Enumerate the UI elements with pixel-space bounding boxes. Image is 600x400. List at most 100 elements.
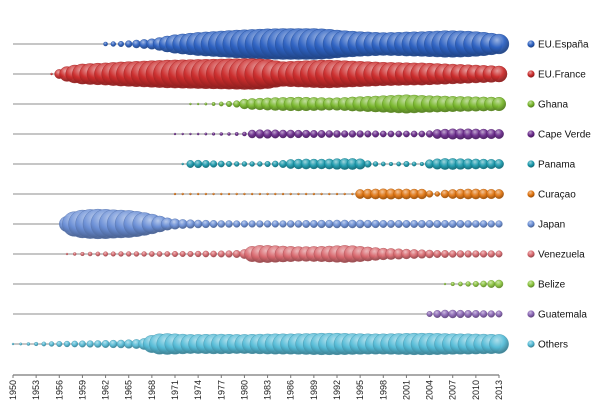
bubble: [264, 161, 271, 167]
bubble: [441, 220, 449, 228]
legend-label: EU.España: [538, 40, 589, 51]
legend-label: Ghana: [538, 100, 568, 111]
x-axis: 1950 1953 1956 1959 1962 1965 1968 1971 1974 1977…: [8, 374, 504, 400]
bubble: [248, 220, 256, 228]
series-9: [443, 279, 504, 289]
bubble: [204, 102, 208, 106]
bubble: [235, 192, 238, 196]
bubble: [441, 250, 449, 258]
bubble: [217, 250, 225, 258]
bubble: [101, 340, 110, 348]
bubble: [243, 192, 246, 196]
bubble: [149, 251, 155, 257]
bubble: [419, 161, 424, 167]
legend-marker: [527, 160, 535, 168]
bubble: [189, 132, 192, 136]
bubble: [425, 220, 434, 228]
x-tick-label: 1986: [286, 380, 296, 400]
bubble: [186, 160, 195, 168]
bubble: [217, 160, 225, 168]
bubble: [380, 161, 386, 167]
bubble: [218, 101, 224, 107]
bubble: [356, 130, 364, 138]
bubble: [294, 129, 303, 139]
bubble: [34, 341, 39, 347]
bubble: [364, 160, 372, 168]
series-1: [103, 28, 510, 60]
bubble: [189, 192, 192, 196]
legend-marker: [527, 310, 535, 318]
legend-label: Belize: [538, 280, 566, 291]
legend-label: Curaçao: [538, 190, 576, 201]
x-tick-label: 2007: [448, 380, 458, 400]
bubble: [72, 252, 77, 256]
bubble: [225, 220, 233, 228]
bubble: [302, 220, 311, 228]
bubble: [209, 160, 218, 168]
bubble: [379, 220, 388, 228]
bubble: [387, 130, 395, 138]
bubble: [487, 280, 496, 288]
bubble: [103, 251, 109, 257]
x-tick-label: 1971: [170, 380, 180, 400]
bubble: [433, 220, 442, 228]
bubble: [371, 219, 380, 229]
bubble: [479, 250, 488, 258]
bubble: [489, 334, 509, 354]
bubble: [201, 219, 210, 229]
bubble: [450, 281, 455, 287]
bubble: [309, 220, 318, 228]
bubble: [185, 219, 195, 229]
bubble: [332, 219, 342, 229]
bubble: [220, 192, 223, 196]
bubble: [187, 251, 194, 257]
bubble: [495, 310, 503, 318]
bubble: [286, 129, 295, 139]
bubble: [209, 220, 218, 228]
bubble: [110, 41, 116, 47]
bubble: [372, 130, 380, 138]
legend-marker: [527, 100, 535, 108]
bubble: [456, 250, 465, 258]
series-6: [173, 188, 504, 200]
bubble: [279, 220, 287, 228]
bubble: [202, 250, 210, 258]
bubble: [11, 342, 15, 346]
bubble: [289, 192, 292, 196]
bubble: [194, 250, 202, 258]
bubble: [56, 341, 63, 347]
legend-marker: [527, 70, 535, 78]
bubble: [297, 192, 300, 196]
bubble: [355, 219, 365, 229]
series-10: [426, 309, 503, 319]
x-tick-label: 2010: [471, 380, 481, 400]
bubble: [396, 161, 402, 167]
bubble: [194, 159, 203, 169]
bubble: [87, 251, 93, 257]
bubble: [189, 102, 192, 106]
bubble: [487, 220, 495, 228]
bubble: [78, 340, 86, 348]
x-tick-label: 1965: [124, 380, 134, 400]
x-tick-label: 1998: [378, 380, 388, 400]
bubble: [410, 130, 418, 138]
bubble: [340, 219, 349, 229]
bubbles-layer: [11, 28, 510, 356]
bubble: [196, 192, 200, 196]
bubble: [80, 251, 85, 257]
bubble: [255, 129, 265, 139]
bubble: [156, 251, 163, 257]
bubble: [325, 130, 334, 138]
bubble: [193, 219, 203, 229]
bubble: [354, 158, 366, 170]
bubble: [333, 130, 341, 138]
bubble: [379, 130, 387, 138]
bubble: [26, 342, 31, 346]
series-7: [59, 208, 503, 240]
bubble: [50, 72, 53, 76]
legend-marker: [527, 220, 535, 228]
bubble: [433, 250, 442, 258]
bubble: [325, 219, 334, 229]
